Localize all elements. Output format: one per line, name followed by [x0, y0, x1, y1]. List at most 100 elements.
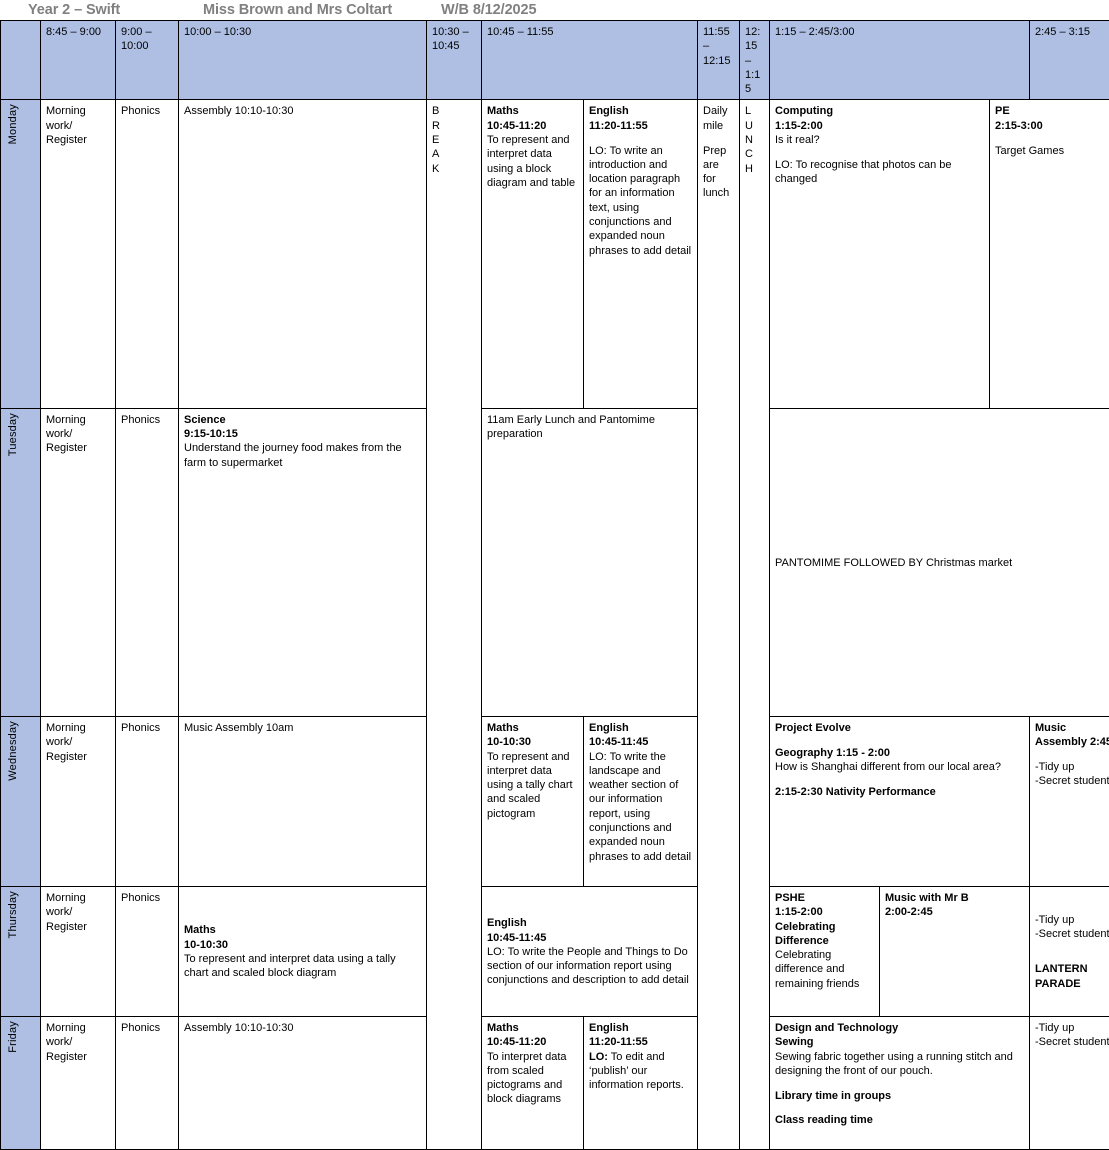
cell-friday-english[interactable]: English 11:20-11:55 LO: To edit and ‘pub… — [584, 1016, 698, 1149]
break-letter-b: B — [432, 104, 476, 118]
cell-thursday-english[interactable]: English 10:45-11:45 LO: To write the Peo… — [482, 886, 698, 1016]
subject-title: English — [589, 1021, 692, 1035]
header-time-1155: 11:55 – 12:15 — [698, 21, 740, 100]
cell-wednesday-afternoon[interactable]: Project Evolve Geography 1:15 - 2:00 How… — [770, 716, 1030, 886]
header-time-1215: 12:15 – 1:15 — [740, 21, 770, 100]
spacer — [775, 1103, 1024, 1113]
day-label-text: Monday — [6, 104, 20, 144]
subject-body: To represent and interpret data using a … — [487, 133, 578, 190]
cell-monday-computing[interactable]: Computing 1:15-2:00 Is it real? LO: To r… — [770, 100, 990, 408]
class-reading-label: Class reading time — [775, 1113, 1024, 1127]
subject-body-wrap: LO: To edit and ‘publish’ our informatio… — [589, 1050, 692, 1093]
subject-body: How is Shanghai different from our local… — [775, 760, 1024, 774]
subject-time: 10-10:30 — [184, 938, 421, 952]
cell-thursday-phonics[interactable]: Phonics — [116, 886, 179, 1016]
subject-body: LO: To recognise that photos can be chan… — [775, 158, 984, 187]
break-letter-k: K — [432, 162, 476, 176]
cell-thursday-pshe[interactable]: PSHE 1:15-2:00 Celebrating Difference Ce… — [770, 886, 880, 1016]
cell-lunch: L U N C H — [740, 100, 770, 1149]
subject-title: English — [487, 916, 692, 930]
cell-monday-maths[interactable]: Maths 10:45-11:20 To represent and inter… — [482, 100, 584, 408]
break-letter-r: R — [432, 119, 476, 133]
table-row: Wednesday Morning work/ Register Phonics… — [1, 716, 1109, 886]
table-row: Tuesday Morning work/ Register Phonics S… — [1, 408, 1109, 716]
end-of-day-tasks: -Tidy up -Secret student — [1035, 760, 1109, 789]
subject-time: 10:45-11:20 — [487, 1035, 578, 1049]
teachers-title: Miss Brown and Mrs Coltart — [203, 2, 441, 18]
spacer — [775, 1078, 1024, 1088]
subject-body: LO: To write the landscape and weather s… — [589, 750, 692, 864]
lunch-letter-u: U — [745, 119, 764, 133]
lo-label: LO: — [589, 1051, 608, 1063]
cell-monday-register[interactable]: Morning work/ Register — [41, 100, 116, 408]
cell-tuesday-early-lunch[interactable]: 11am Early Lunch and Pantomime preparati… — [482, 408, 698, 716]
subject-time: 11:20-11:55 — [589, 1035, 692, 1049]
table-row: Thursday Morning work/ Register Phonics … — [1, 886, 1109, 1016]
daily-mile-line-2: mile — [703, 119, 734, 133]
subject-body: To represent and interpret data using a … — [184, 952, 421, 981]
end-of-day-tasks: -Tidy up -Secret student — [1035, 913, 1109, 942]
cell-wednesday-phonics[interactable]: Phonics — [116, 716, 179, 886]
lunch-letter-c: C — [745, 147, 764, 161]
subject-geography-time: Geography 1:15 - 2:00 — [775, 746, 1024, 760]
cell-tuesday-register[interactable]: Morning work/ Register — [41, 408, 116, 716]
subject-time: 10:45-11:45 — [487, 931, 692, 945]
spacer — [1035, 942, 1109, 952]
cell-monday-assembly[interactable]: Assembly 10:10-10:30 — [179, 100, 427, 408]
timetable-page: Year 2 – Swift Miss Brown and Mrs Coltar… — [0, 0, 1109, 775]
subject-title: Maths — [184, 923, 421, 937]
cell-thursday-music[interactable]: Music with Mr B 2:00-2:45 — [880, 886, 1030, 1016]
cell-monday-phonics[interactable]: Phonics — [116, 100, 179, 408]
cell-monday-pe[interactable]: PE 2:15-3:00 Target Games — [990, 100, 1109, 408]
cell-break: B R E A K — [427, 100, 482, 1149]
cell-wednesday-english[interactable]: English 10:45-11:45 LO: To write the lan… — [584, 716, 698, 886]
day-label-text: Friday — [6, 1021, 20, 1053]
cell-wednesday-register[interactable]: Morning work/ Register — [41, 716, 116, 886]
document-title-bar: Year 2 – Swift Miss Brown and Mrs Coltar… — [0, 0, 1109, 20]
header-time-1045: 10:45 – 11:55 — [482, 21, 698, 100]
subject-title: PSHE — [775, 891, 874, 905]
cell-friday-register[interactable]: Morning work/ Register — [41, 1016, 116, 1149]
subject-body: Celebrating difference and remaining fri… — [775, 948, 874, 991]
daily-mile-line-3: Prep — [703, 144, 734, 158]
cell-tuesday-science[interactable]: Science 9:15-10:15 Understand the journe… — [179, 408, 427, 716]
cell-friday-assembly[interactable]: Assembly 10:10-10:30 — [179, 1016, 427, 1149]
daily-mile-line-6: lunch — [703, 186, 734, 200]
cell-friday-afternoon[interactable]: Design and Technology Sewing Sewing fabr… — [770, 1016, 1030, 1149]
cell-thursday-end-of-day[interactable]: -Tidy up -Secret student LANTERN PARADE — [1030, 886, 1109, 1016]
week-beginning-title: W/B 8/12/2025 — [441, 2, 641, 18]
cell-friday-phonics[interactable]: Phonics — [116, 1016, 179, 1149]
spacer — [995, 133, 1109, 143]
cell-monday-english[interactable]: English 11:20-11:55 LO: To write an intr… — [584, 100, 698, 408]
subject-body: Understand the journey food makes from t… — [184, 441, 421, 470]
cell-wednesday-maths[interactable]: Maths 10-10:30 To represent and interpre… — [482, 716, 584, 886]
subject-nativity: 2:15-2:30 Nativity Performance — [775, 785, 1024, 799]
lantern-parade-label: LANTERN PARADE — [1035, 962, 1109, 991]
subject-title: Project Evolve — [775, 721, 1024, 735]
day-label-text: Thursday — [6, 891, 20, 938]
subject-title: English — [589, 721, 692, 735]
subject-time: 1:15-2:00 — [775, 905, 874, 919]
header-corner — [1, 21, 41, 100]
cell-tuesday-phonics[interactable]: Phonics — [116, 408, 179, 716]
subject-time: 11:20-11:55 — [589, 119, 692, 133]
subject-title: Music with Mr B — [885, 891, 1024, 905]
subject-title: Computing — [775, 104, 984, 118]
timetable-header-row: 8:45 – 9:00 9:00 – 10:00 10:00 – 10:30 1… — [1, 21, 1109, 100]
subject-title: Maths — [487, 1021, 578, 1035]
library-time-label: Library time in groups — [775, 1089, 1024, 1103]
cell-wednesday-music-assembly[interactable]: Music Assembly 10am — [179, 716, 427, 886]
lunch-letter-n: N — [745, 133, 764, 147]
cell-friday-maths[interactable]: Maths 10:45-11:20 To interpret data from… — [482, 1016, 584, 1149]
cell-friday-end-of-day[interactable]: -Tidy up -Secret student — [1030, 1016, 1109, 1149]
cell-wednesday-end-of-day[interactable]: Music Assembly 2:45 -Tidy up -Secret stu… — [1030, 716, 1109, 886]
header-time-1000: 10:00 – 10:30 — [179, 21, 427, 100]
subject-time: 10:45-11:45 — [589, 735, 692, 749]
cell-thursday-register[interactable]: Morning work/ Register — [41, 886, 116, 1016]
cell-tuesday-pantomime[interactable]: PANTOMIME FOLLOWED BY Christmas market — [770, 408, 1109, 716]
subject-title-2: Sewing — [775, 1035, 1024, 1049]
subject-body: LO: To write the People and Things to Do… — [487, 945, 692, 988]
cell-thursday-maths[interactable]: Maths 10-10:30 To represent and interpre… — [179, 886, 427, 1016]
day-label-wednesday: Wednesday — [1, 716, 41, 886]
lunch-letter-h: H — [745, 162, 764, 176]
